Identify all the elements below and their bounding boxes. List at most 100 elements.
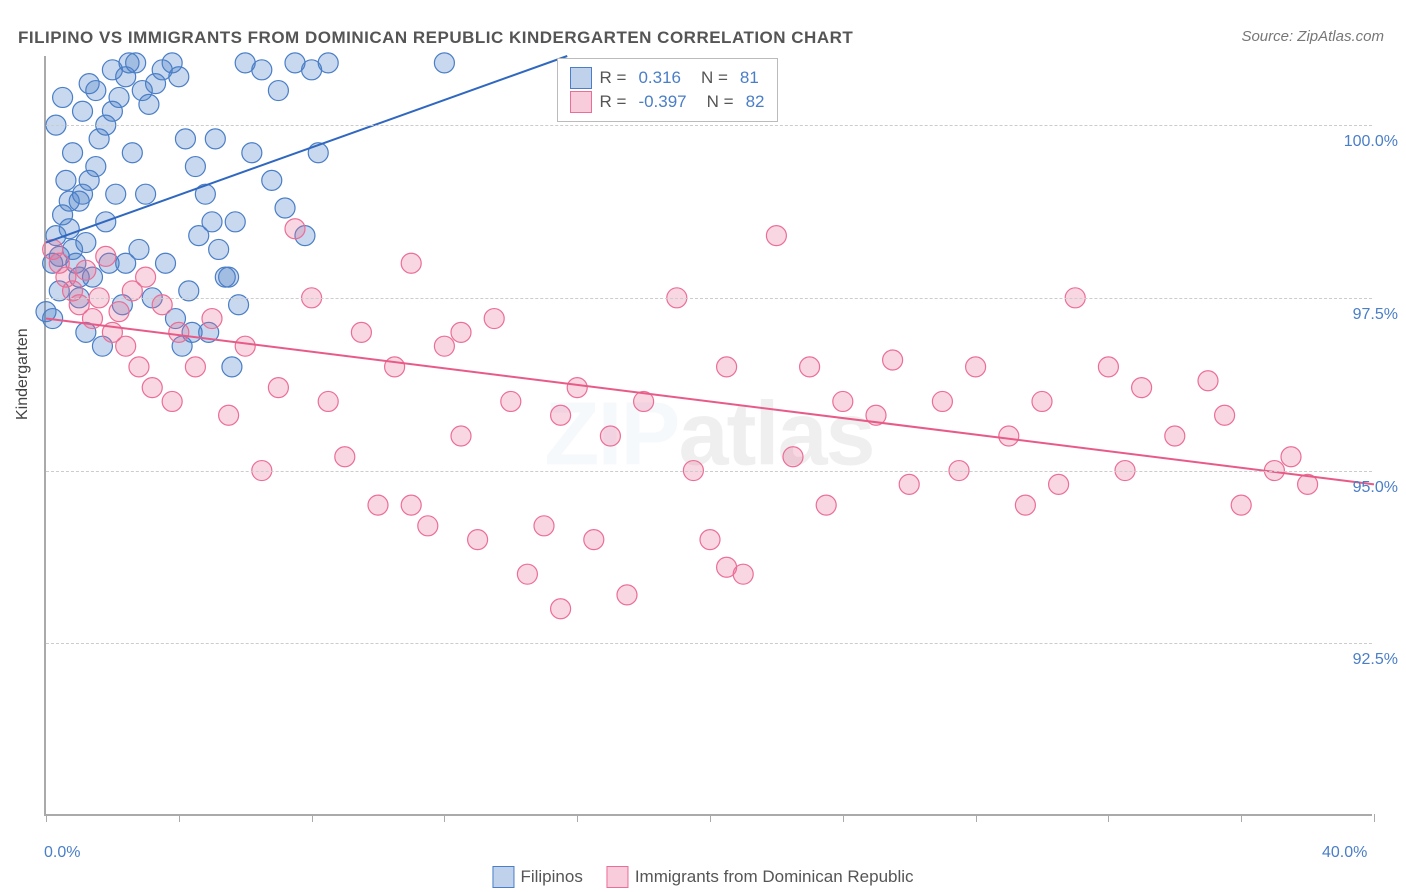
data-point xyxy=(1231,495,1251,515)
data-point xyxy=(368,495,388,515)
data-point xyxy=(1198,371,1218,391)
data-point xyxy=(73,101,93,121)
data-point xyxy=(318,53,338,73)
data-point xyxy=(567,378,587,398)
data-point xyxy=(116,253,136,273)
data-point xyxy=(617,585,637,605)
y-tick-label: 100.0% xyxy=(1344,133,1398,151)
data-point xyxy=(185,357,205,377)
data-point xyxy=(717,357,737,377)
data-point xyxy=(225,212,245,232)
data-point xyxy=(1165,426,1185,446)
data-point xyxy=(169,322,189,342)
data-point xyxy=(59,191,79,211)
data-point xyxy=(766,226,786,246)
legend-swatch-pink xyxy=(607,866,629,888)
data-point xyxy=(1215,405,1235,425)
legend-n-value-2: 82 xyxy=(746,92,765,112)
data-point xyxy=(1281,447,1301,467)
data-point xyxy=(156,253,176,273)
y-tick-label: 97.5% xyxy=(1353,306,1398,324)
data-point xyxy=(86,81,106,101)
data-point xyxy=(484,309,504,329)
data-point xyxy=(106,184,126,204)
data-point xyxy=(551,405,571,425)
data-point xyxy=(139,94,159,114)
data-point xyxy=(468,530,488,550)
data-point xyxy=(222,357,242,377)
data-point xyxy=(268,81,288,101)
data-point xyxy=(932,391,952,411)
data-point xyxy=(584,530,604,550)
correlation-legend-box: R = 0.316 N = 81 R = -0.397 N = 82 xyxy=(557,58,778,122)
legend-row-dominican: R = -0.397 N = 82 xyxy=(570,91,765,113)
legend-n-value-1: 81 xyxy=(740,68,759,88)
data-point xyxy=(318,391,338,411)
legend-item-dominican: Immigrants from Dominican Republic xyxy=(607,866,914,888)
data-point xyxy=(53,87,73,107)
legend-r-value-1: 0.316 xyxy=(638,68,681,88)
data-point xyxy=(999,426,1019,446)
legend-item-filipinos: Filipinos xyxy=(492,866,582,888)
data-point xyxy=(700,530,720,550)
legend-label-dominican: Immigrants from Dominican Republic xyxy=(635,867,914,887)
data-point xyxy=(833,391,853,411)
data-point xyxy=(1015,495,1035,515)
data-point xyxy=(96,246,116,266)
plot-area: ZIPatlas R = 0.316 N = 81 R = -0.397 N =… xyxy=(44,56,1372,816)
x-axis-min-label: 0.0% xyxy=(44,844,80,862)
data-point xyxy=(219,405,239,425)
legend-n-label: N = xyxy=(701,68,728,88)
data-point xyxy=(275,198,295,218)
data-point xyxy=(268,378,288,398)
data-point xyxy=(600,426,620,446)
data-point xyxy=(202,309,222,329)
legend-swatch-blue xyxy=(570,67,592,89)
data-point xyxy=(205,129,225,149)
plot-svg xyxy=(46,56,1372,814)
data-point xyxy=(517,564,537,584)
data-point xyxy=(1032,391,1052,411)
data-point xyxy=(122,143,142,163)
data-point xyxy=(899,474,919,494)
data-point xyxy=(175,129,195,149)
data-point xyxy=(102,60,122,80)
y-tick-label: 92.5% xyxy=(1353,651,1398,669)
data-point xyxy=(136,184,156,204)
data-point xyxy=(86,157,106,177)
series-legend: Filipinos Immigrants from Dominican Repu… xyxy=(492,866,913,888)
data-point xyxy=(129,357,149,377)
trend-line xyxy=(46,319,1374,485)
chart-container: FILIPINO VS IMMIGRANTS FROM DOMINICAN RE… xyxy=(0,0,1406,892)
data-point xyxy=(551,599,571,619)
source-attribution: Source: ZipAtlas.com xyxy=(1241,28,1384,45)
legend-swatch-blue xyxy=(492,866,514,888)
data-point xyxy=(209,239,229,259)
y-axis-label: Kindergarten xyxy=(14,328,32,420)
data-point xyxy=(451,426,471,446)
legend-row-filipinos: R = 0.316 N = 81 xyxy=(570,67,765,89)
data-point xyxy=(252,60,272,80)
data-point xyxy=(109,87,129,107)
data-point xyxy=(434,53,454,73)
data-point xyxy=(242,143,262,163)
data-point xyxy=(501,391,521,411)
data-point xyxy=(816,495,836,515)
y-tick-label: 95.0% xyxy=(1353,479,1398,497)
data-point xyxy=(783,447,803,467)
data-point xyxy=(418,516,438,536)
data-point xyxy=(215,267,235,287)
data-point xyxy=(235,336,255,356)
data-point xyxy=(401,495,421,515)
data-point xyxy=(56,170,76,190)
data-point xyxy=(76,260,96,280)
data-point xyxy=(262,170,282,190)
legend-r-value-2: -0.397 xyxy=(638,92,686,112)
data-point xyxy=(966,357,986,377)
data-point xyxy=(185,157,205,177)
data-point xyxy=(401,253,421,273)
data-point xyxy=(717,557,737,577)
data-point xyxy=(1098,357,1118,377)
x-axis-max-label: 40.0% xyxy=(1322,844,1367,862)
legend-n-label: N = xyxy=(707,92,734,112)
